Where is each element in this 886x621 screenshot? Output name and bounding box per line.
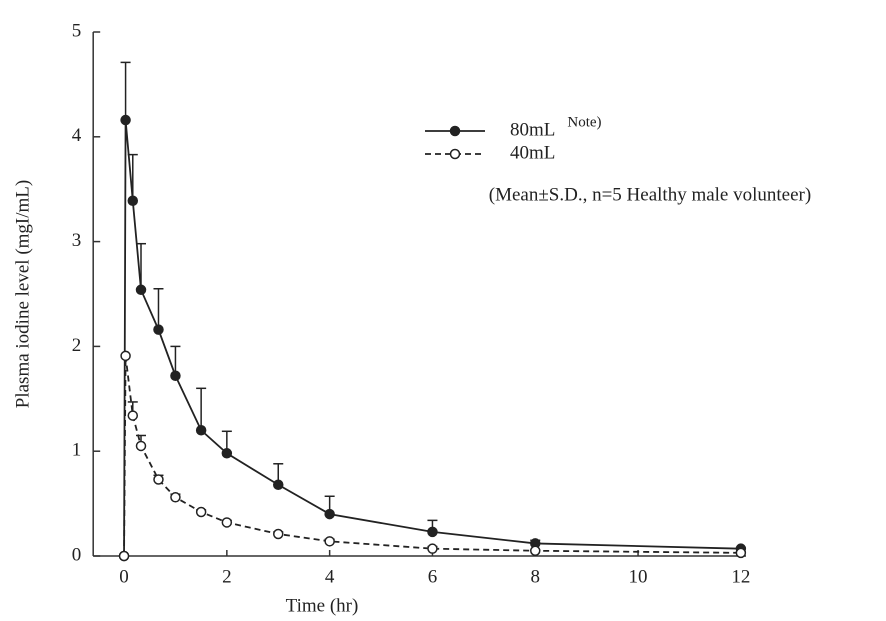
marker — [120, 350, 131, 362]
error-bar — [196, 387, 207, 431]
y-tick-label: 1 — [72, 440, 82, 461]
marker — [427, 526, 438, 538]
x-tick-label: 12 — [731, 566, 750, 587]
marker — [127, 195, 139, 206]
y-axis-label: Plasma iodine level (mgI/mL) — [12, 180, 33, 408]
y-tick-label: 5 — [72, 20, 82, 41]
x-tick-label: 8 — [531, 566, 541, 587]
marker — [530, 545, 541, 557]
x-tick-label: 0 — [119, 566, 129, 587]
marker — [272, 479, 284, 490]
marker — [735, 547, 747, 559]
marker — [195, 424, 207, 436]
error-bar — [136, 242, 147, 290]
error-bar — [153, 288, 164, 330]
x-tick-label: 4 — [325, 566, 335, 587]
marker — [221, 517, 233, 528]
legend-label: 40mL — [510, 142, 555, 163]
legend-note: Note) — [567, 114, 601, 130]
y-tick-label: 2 — [72, 335, 82, 356]
x-tick-label: 2 — [222, 566, 232, 587]
marker — [153, 474, 164, 485]
marker — [135, 440, 147, 452]
marker — [195, 506, 207, 518]
error-bar — [127, 153, 138, 201]
legend-marker — [449, 125, 461, 137]
marker — [324, 536, 335, 547]
y-tick-label: 3 — [72, 230, 82, 251]
legend-label: 80mL — [510, 119, 555, 140]
marker — [324, 508, 335, 520]
x-tick-label: 6 — [428, 566, 438, 587]
marker — [135, 284, 147, 296]
marker — [221, 448, 233, 459]
marker — [120, 114, 131, 126]
error-bar — [120, 61, 131, 121]
y-tick-label: 0 — [72, 544, 82, 565]
x-tick-label: 10 — [629, 566, 648, 587]
marker — [127, 410, 139, 421]
annotation: (Mean±S.D., n=5 Healthy male volunteer) — [489, 184, 811, 205]
marker — [170, 492, 181, 503]
marker — [272, 528, 284, 540]
x-axis-label: Time (hr) — [286, 595, 359, 616]
y-tick-label: 4 — [72, 125, 82, 146]
marker — [153, 324, 164, 335]
marker — [170, 370, 181, 381]
marker — [118, 550, 130, 562]
legend-marker — [449, 148, 461, 160]
marker — [427, 543, 438, 554]
